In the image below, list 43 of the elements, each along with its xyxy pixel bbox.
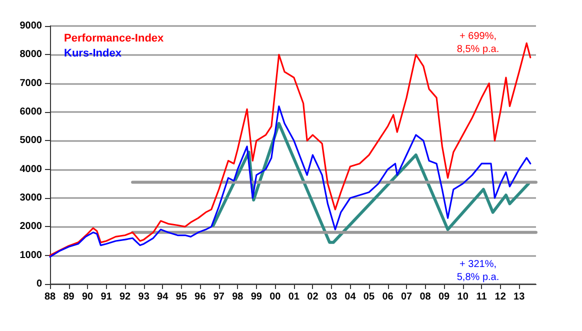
x-tick-label: 94	[157, 292, 169, 302]
x-tick-label: 02	[307, 292, 319, 302]
x-tick-label: 90	[82, 292, 94, 302]
line-series	[49, 105, 532, 258]
x-tick-label: 91	[100, 292, 112, 302]
y-tick-label: 5000	[20, 135, 42, 146]
x-tick-label: 01	[288, 292, 300, 302]
y-tick-label: 3000	[20, 192, 42, 204]
y-tick-label: 4000	[20, 164, 42, 175]
x-tick-label: 06	[382, 292, 394, 302]
y-tick-label: 8000	[20, 49, 42, 60]
x-tick-label: 08	[420, 292, 432, 302]
x-tick-label: 98	[232, 292, 244, 302]
line-series	[212, 122, 530, 244]
x-tick-label: 96	[194, 292, 206, 302]
x-tick-label: 05	[363, 292, 375, 302]
y-tick-label: 0	[36, 278, 42, 290]
x-tick-label: 04	[344, 292, 356, 302]
x-tick-label: 03	[326, 292, 338, 302]
x-tick-label: 88	[44, 292, 56, 302]
line-series	[49, 42, 532, 256]
x-tick-label: 10	[457, 292, 469, 302]
x-tick-label: 89	[63, 292, 75, 302]
y-tick-label: 9000	[20, 20, 42, 32]
x-tick-label: 13	[514, 292, 526, 302]
x-tick-label: 07	[400, 292, 413, 302]
x-tick-label: 97	[213, 292, 225, 302]
annotation: + 321%, 5,8% p.a.	[456, 259, 500, 283]
x-tick-label: 11	[476, 292, 488, 302]
y-tick-label: 7000	[20, 78, 42, 89]
x-tick-label: 93	[138, 292, 150, 302]
y-tick-label: 6000	[20, 106, 42, 118]
x-tick-label: 95	[176, 292, 188, 302]
text: Kurs-Index	[64, 48, 122, 60]
x-tick-label: 12	[494, 292, 506, 302]
text: Performance-Index	[64, 32, 165, 44]
x-tick-label: 09	[438, 292, 450, 302]
x-tick-label: 99	[250, 292, 262, 302]
x-tick-label: 00	[270, 292, 282, 302]
y-tick-label: 1000	[20, 250, 42, 261]
y-tick-label: 2000	[20, 221, 42, 232]
x-tick-label: 92	[119, 292, 132, 302]
annotation: + 699%, 8,5% p.a.	[456, 31, 500, 55]
